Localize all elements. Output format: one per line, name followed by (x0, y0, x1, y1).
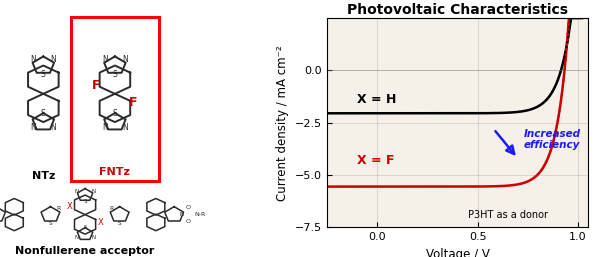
Text: X: X (97, 218, 103, 227)
Text: S: S (118, 222, 121, 226)
Text: O: O (186, 205, 191, 210)
Text: P3HT as a donor: P3HT as a donor (467, 210, 548, 220)
Title: Photovoltaic Characteristics: Photovoltaic Characteristics (347, 3, 568, 17)
Text: N: N (31, 55, 36, 64)
Text: N: N (91, 189, 95, 194)
Text: N: N (75, 189, 79, 194)
Text: R: R (109, 206, 113, 211)
Text: N-R: N-R (195, 212, 206, 217)
Text: O: O (186, 219, 191, 224)
Text: X: X (67, 202, 73, 211)
Text: S: S (83, 225, 87, 230)
Text: N: N (50, 55, 56, 64)
Text: N: N (122, 123, 128, 132)
Text: S: S (41, 70, 46, 79)
Text: F: F (129, 96, 138, 109)
Text: S: S (83, 199, 87, 204)
Text: S: S (41, 109, 46, 118)
Text: X = F: X = F (357, 154, 395, 167)
Text: N: N (102, 55, 108, 64)
X-axis label: Voltage / V: Voltage / V (425, 248, 490, 257)
Text: R: R (56, 206, 61, 211)
Text: N: N (75, 235, 79, 240)
Text: N: N (31, 123, 36, 132)
Text: Increased
efficiency: Increased efficiency (524, 129, 581, 150)
Text: Nonfullerene acceptor: Nonfullerene acceptor (16, 246, 155, 255)
Text: NTz: NTz (32, 171, 55, 181)
Text: N: N (91, 235, 95, 240)
Text: F: F (92, 79, 101, 92)
FancyBboxPatch shape (71, 17, 159, 181)
Text: N: N (102, 123, 108, 132)
Text: S: S (49, 222, 52, 226)
Text: S: S (113, 70, 117, 79)
Text: X = H: X = H (357, 93, 397, 106)
Text: S: S (113, 109, 117, 118)
Y-axis label: Current density / mA cm⁻²: Current density / mA cm⁻² (277, 45, 289, 200)
Text: N: N (179, 212, 184, 217)
Text: FNTz: FNTz (100, 167, 130, 177)
Text: N: N (122, 55, 128, 64)
Text: N: N (50, 123, 56, 132)
